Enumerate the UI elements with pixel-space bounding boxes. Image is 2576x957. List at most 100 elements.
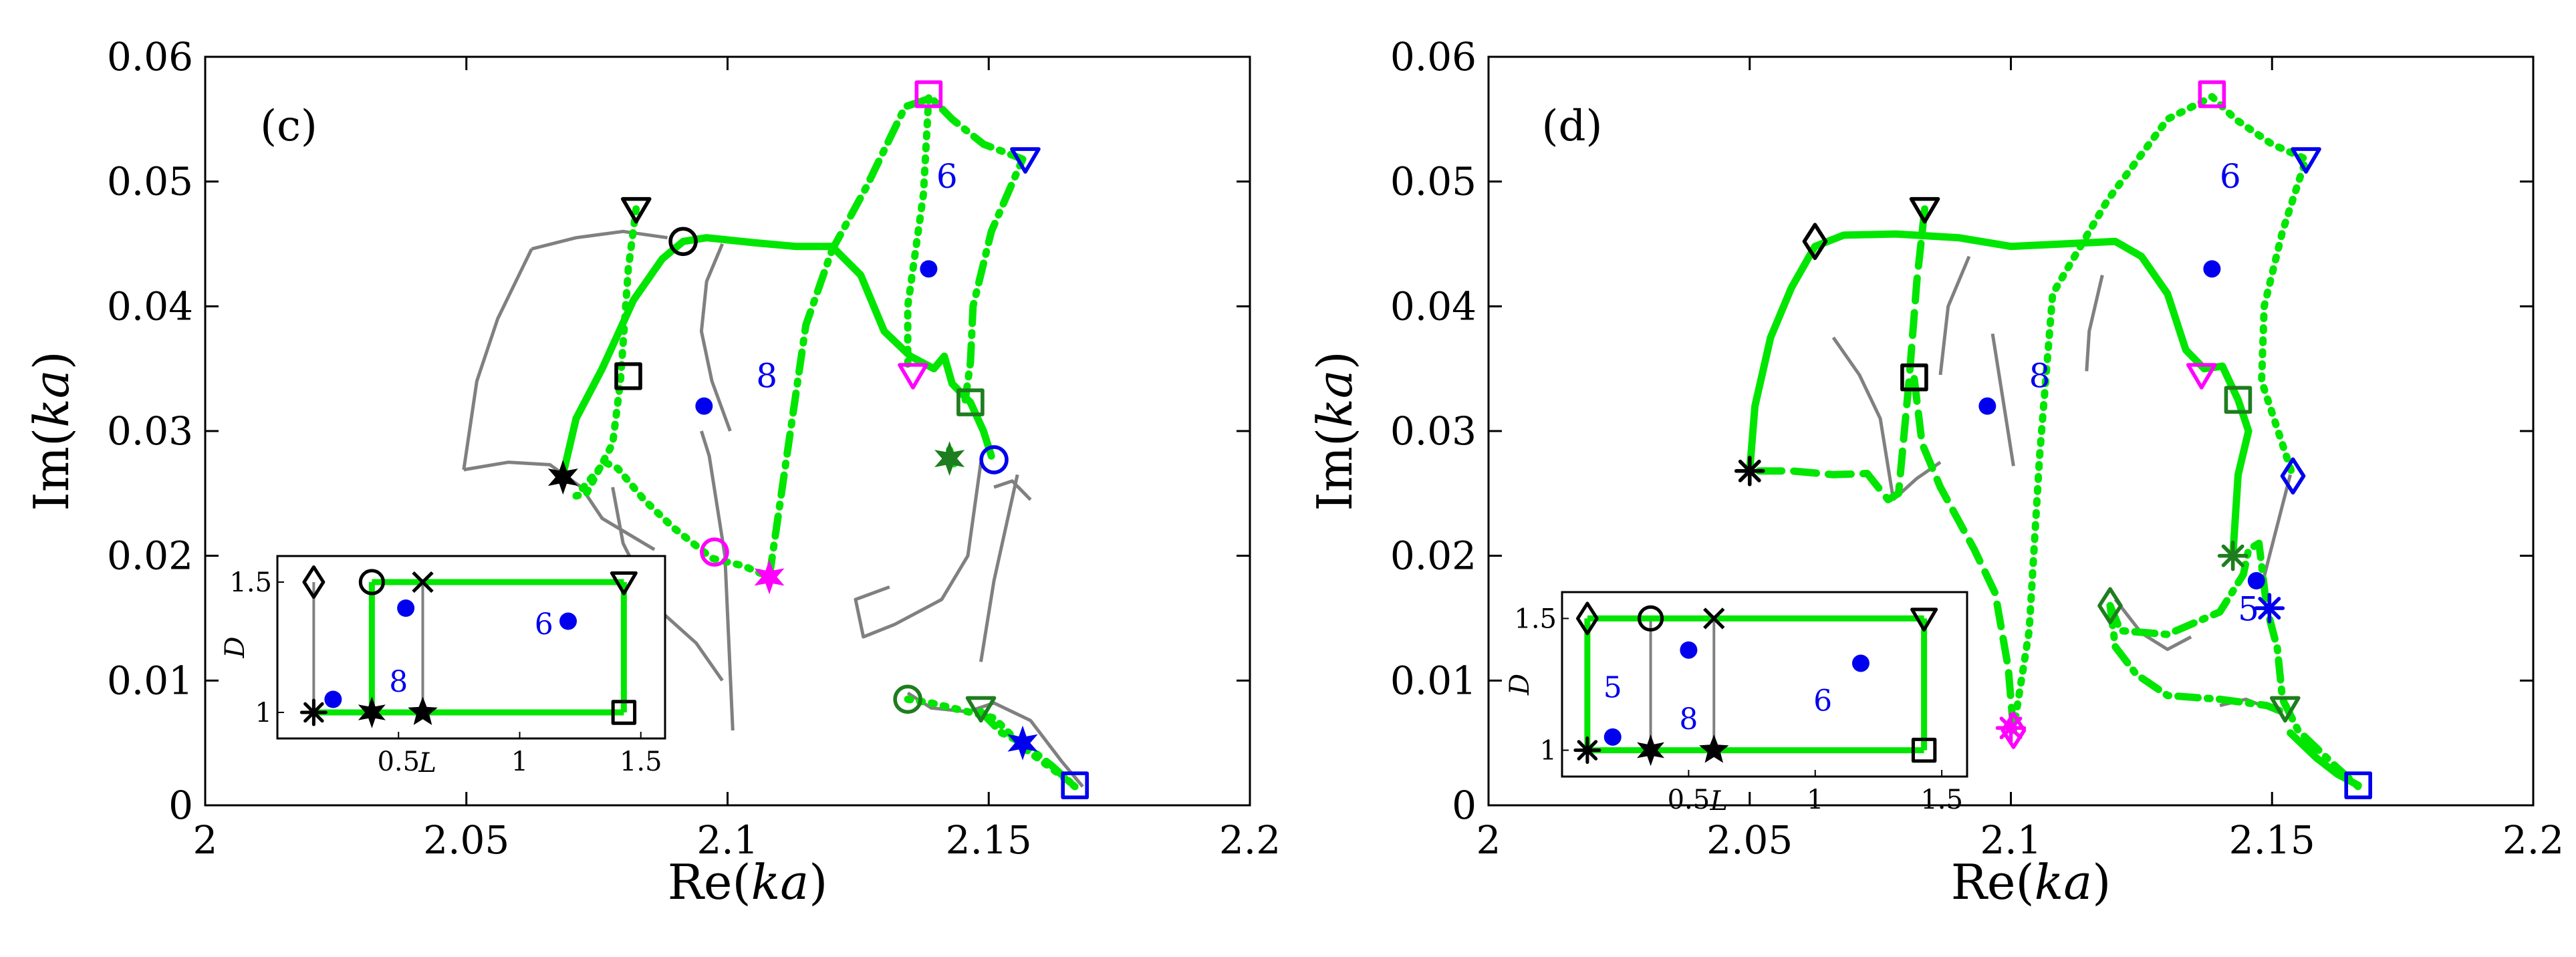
inset-x-axis-label: L — [418, 748, 436, 779]
y-tick-label: 0.05 — [1390, 159, 1476, 204]
inset-marker-cross — [1703, 607, 1725, 630]
inset-marker-pentagram — [408, 696, 438, 725]
green-curve-dotted — [572, 205, 773, 581]
blue-dot — [920, 260, 938, 278]
inset-region-label: 8 — [389, 665, 408, 699]
green-curve-dashdot — [2106, 601, 2287, 716]
y-tick-label: 0.04 — [107, 283, 193, 329]
marker-asterisk — [1734, 455, 1765, 487]
gray-curve — [2085, 275, 2104, 372]
inset-y-tick-label: 1.5 — [1514, 603, 1557, 634]
marker-star — [547, 460, 578, 495]
inset-region-label: 6 — [1813, 684, 1832, 718]
inset-marker-triangle-down — [610, 571, 638, 595]
marker-star — [754, 559, 785, 595]
green-curve-dotted — [904, 695, 1079, 791]
inset-y-axis-label: D — [220, 636, 251, 658]
y-tick-label: 0.01 — [107, 658, 193, 703]
y-tick-label: 0.06 — [1390, 34, 1476, 80]
inset: 5 8 6 0.5 1 1.5 1 1.5 L D — [1505, 591, 1968, 817]
x-tick-label: 2.05 — [1706, 817, 1793, 863]
x-tick-label: 2.1 — [696, 817, 758, 863]
inset-x-tick-label: 1.5 — [620, 746, 662, 777]
inset-marker-square — [611, 700, 637, 725]
x-tick-label: 2.15 — [2229, 817, 2315, 863]
gray-curve — [462, 248, 533, 470]
y-tick-label: 0.03 — [107, 408, 193, 454]
gray-curve — [700, 430, 735, 731]
y-tick-label: 0.01 — [1390, 658, 1476, 703]
y-tick-label: 0.05 — [107, 159, 193, 204]
inset-blue-dot — [397, 599, 415, 617]
gray-curve — [979, 474, 1019, 662]
inset-x-tick-label: 0.5 — [1668, 785, 1710, 815]
gray-curve — [906, 691, 1084, 788]
x-axis-label: Re(ka) — [668, 854, 828, 910]
x-tick-label: 2.15 — [946, 817, 1032, 863]
y-tick-label: 0.02 — [107, 533, 193, 579]
panel-label: (c) — [260, 102, 317, 151]
region-label: 6 — [2220, 157, 2241, 196]
x-axis-label: Re(ka) — [1951, 854, 2111, 910]
inset-box — [1561, 591, 1968, 778]
marker-circle — [979, 445, 1009, 474]
green-curve-dotted — [2009, 93, 2310, 734]
y-axis-label: Im(ka) — [1307, 351, 1363, 511]
marker-square — [2198, 80, 2226, 108]
gray-curve — [531, 229, 668, 251]
inset-y-tick-label: 1.5 — [229, 567, 272, 598]
inset-x-tick-label: 1 — [1807, 785, 1823, 815]
green-curve-dashdot — [2106, 539, 2362, 791]
marker-star — [1007, 725, 1038, 761]
inset-x-tick-label: 1.5 — [1920, 785, 1963, 815]
panel-d: 8 6 5 2 2.05 2.1 2.15 2.2 0 0.01 0.02 0.03 0.04 0.05 0… — [1307, 34, 2564, 910]
inset-marker-circle — [358, 569, 385, 595]
panel-c: 8 6 2 2.05 2.1 2.15 2.2 0 0.01 0.02 0.03 0.04 0.05 0.… — [23, 34, 1281, 910]
inset: 8 6 0.5 1 1.5 1 1.5 L D — [220, 555, 666, 779]
inset-marker-star — [1636, 734, 1665, 767]
marker-triangle-down — [965, 696, 997, 723]
inset-y-tick-label: 1 — [255, 698, 272, 728]
gray-curve — [699, 243, 732, 432]
marker-asterisk — [2254, 593, 2285, 624]
marker-diamond — [2001, 712, 2027, 749]
x-tick-label: 2 — [193, 817, 218, 863]
inset-region-label: 5 — [1603, 671, 1622, 705]
marker-triangle-down — [2291, 147, 2321, 174]
inset-marker-triangle-down — [1910, 607, 1938, 632]
marker-square — [614, 362, 642, 390]
marker-triangle-down — [1010, 147, 1041, 174]
marker-triangle-down — [1909, 196, 1940, 224]
gray-curve — [993, 479, 1032, 501]
marker-square — [956, 388, 985, 416]
blue-dot — [695, 397, 713, 415]
marker-triangle-down — [2186, 363, 2217, 390]
marker-triangle-down — [898, 363, 928, 390]
marker-circle — [893, 684, 922, 714]
y-tick-label: 0.06 — [107, 34, 193, 80]
x-tick-label: 2 — [1476, 817, 1501, 863]
marker-square — [914, 80, 943, 108]
marker-triangle-down — [620, 196, 652, 224]
green-curve-dashdot — [765, 94, 1027, 581]
y-tick-label: 0 — [168, 783, 193, 828]
inset-x-axis-label: L — [1710, 786, 1728, 817]
marker-diamond — [1802, 223, 1828, 261]
marker-diamond — [2097, 587, 2123, 625]
gray-curve — [579, 486, 656, 551]
marker-square — [2344, 771, 2372, 799]
inset-blue-dot — [1851, 654, 1870, 672]
x-tick-label: 2.2 — [2502, 817, 2564, 863]
inset-marker-diamond — [1575, 601, 1599, 636]
inset-x-tick-label: 1 — [511, 746, 528, 777]
green-curve-dashed — [1910, 375, 2017, 734]
x-tick-label: 2.2 — [1219, 817, 1281, 863]
gray-curve — [1990, 333, 2015, 466]
inset-blue-dot — [324, 690, 342, 708]
marker-circle — [668, 227, 698, 257]
inset-marker-cross — [412, 571, 434, 593]
y-tick-label: 0.03 — [1390, 408, 1476, 454]
gray-curve — [2260, 474, 2293, 587]
marker-square — [1061, 771, 1089, 799]
